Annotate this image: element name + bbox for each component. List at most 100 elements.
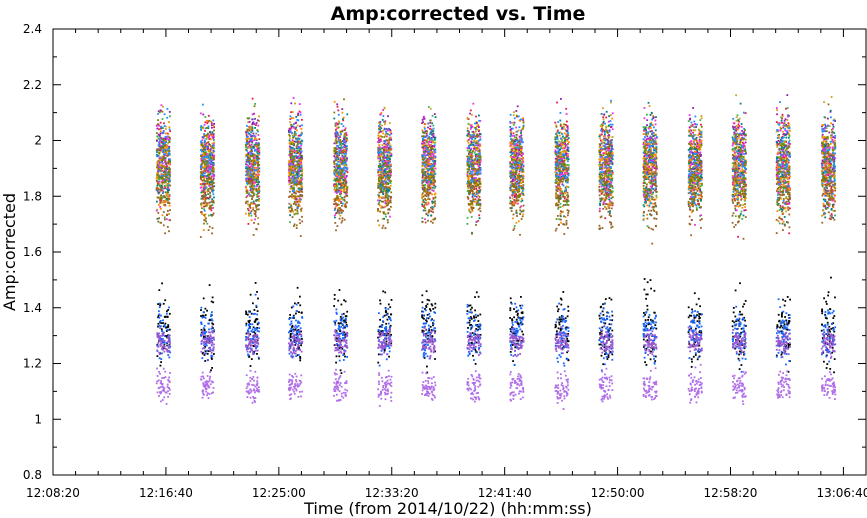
data-point: [384, 329, 387, 332]
data-point: [339, 177, 342, 180]
data-point: [387, 170, 390, 173]
data-point: [382, 184, 384, 187]
data-point: [301, 140, 304, 142]
data-point: [345, 324, 348, 326]
data-point: [160, 361, 162, 363]
data-point: [381, 135, 383, 138]
data-point: [249, 347, 252, 350]
data-point: [384, 176, 387, 178]
data-point: [340, 202, 342, 204]
data-point: [203, 377, 205, 380]
data-point: [256, 349, 259, 352]
data-point: [387, 159, 389, 162]
data-point: [289, 187, 292, 190]
data-point: [254, 320, 257, 323]
data-point: [207, 336, 210, 338]
data-point: [157, 316, 159, 319]
data-point: [336, 225, 339, 227]
data-point: [342, 396, 345, 399]
data-point: [248, 324, 250, 326]
data-point: [160, 161, 163, 164]
data-point: [379, 302, 382, 305]
data-point: [209, 334, 212, 337]
data-point: [339, 188, 342, 191]
data-point: [383, 349, 386, 352]
data-point: [300, 150, 303, 153]
data-point: [346, 325, 349, 328]
data-point: [387, 142, 390, 144]
data-point: [255, 124, 257, 126]
data-point: [256, 172, 259, 175]
data-point: [165, 312, 168, 315]
data-point: [422, 121, 424, 123]
data-point: [161, 147, 164, 149]
data-point: [334, 125, 337, 127]
data-point: [345, 334, 348, 337]
data-point: [209, 138, 212, 141]
data-point: [344, 132, 346, 135]
data-point: [292, 117, 295, 120]
data-point: [250, 131, 252, 134]
data-point: [338, 198, 341, 201]
data-point: [293, 160, 296, 163]
data-point: [333, 172, 336, 175]
data-point: [336, 210, 339, 212]
data-point: [298, 160, 300, 162]
data-point: [389, 341, 392, 344]
data-point: [247, 192, 250, 195]
data-point: [168, 111, 171, 113]
data-point: [338, 347, 341, 349]
data-point: [295, 303, 298, 306]
data-point: [337, 399, 340, 402]
data-point: [258, 198, 260, 200]
data-point: [291, 216, 294, 218]
data-point: [342, 359, 345, 361]
data-point: [248, 171, 251, 174]
data-point: [344, 178, 346, 181]
data-point: [378, 224, 381, 227]
data-point: [434, 116, 437, 118]
data-point: [291, 177, 294, 179]
data-point: [344, 129, 346, 131]
data-point: [212, 387, 215, 389]
data-point: [290, 209, 293, 212]
data-point: [297, 155, 300, 158]
data-point: [421, 129, 424, 132]
data-point: [389, 316, 392, 319]
data-point: [202, 162, 205, 165]
data-point: [377, 219, 379, 222]
data-point: [338, 334, 341, 337]
data-point: [166, 326, 169, 328]
data-point: [334, 336, 337, 339]
data-point: [341, 204, 343, 207]
data-point: [300, 160, 303, 162]
data-point: [337, 203, 340, 206]
data-point: [204, 205, 207, 208]
data-point: [201, 207, 203, 210]
data-point: [342, 354, 345, 356]
data-point: [288, 175, 290, 178]
data-point: [292, 346, 295, 349]
data-point: [297, 114, 299, 117]
data-point: [253, 351, 255, 353]
data-point: [431, 114, 434, 117]
data-point: [339, 139, 342, 141]
data-point: [203, 208, 205, 211]
data-point: [300, 133, 302, 136]
data-point: [380, 324, 383, 327]
data-point: [294, 302, 296, 305]
data-point: [247, 137, 250, 140]
data-point: [251, 167, 254, 170]
data-point: [300, 134, 303, 137]
data-point: [378, 194, 380, 197]
data-point: [300, 128, 303, 130]
data-point: [339, 214, 342, 217]
data-point: [252, 389, 255, 392]
data-point: [157, 325, 159, 328]
data-point: [163, 218, 166, 221]
data-point: [208, 377, 211, 380]
data-point: [251, 328, 254, 331]
data-point: [204, 332, 206, 335]
data-point: [252, 168, 255, 171]
data-point: [249, 212, 252, 215]
